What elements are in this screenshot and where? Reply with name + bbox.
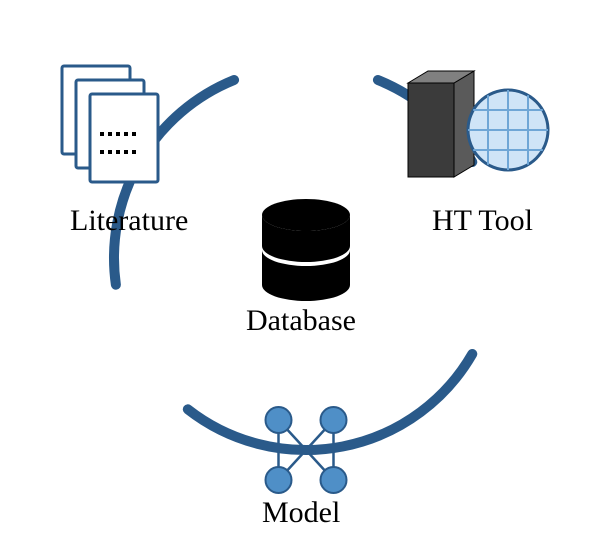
model-label: Model <box>262 496 340 529</box>
database-icon <box>262 199 350 301</box>
ht-tool-label: HT Tool <box>432 204 533 237</box>
literature-icon <box>62 66 158 182</box>
database-label: Database <box>246 304 356 337</box>
ht-tool-icon <box>408 71 548 177</box>
model-icon <box>266 407 347 493</box>
ring-arc <box>188 354 472 450</box>
literature-label: Literature <box>70 204 188 237</box>
